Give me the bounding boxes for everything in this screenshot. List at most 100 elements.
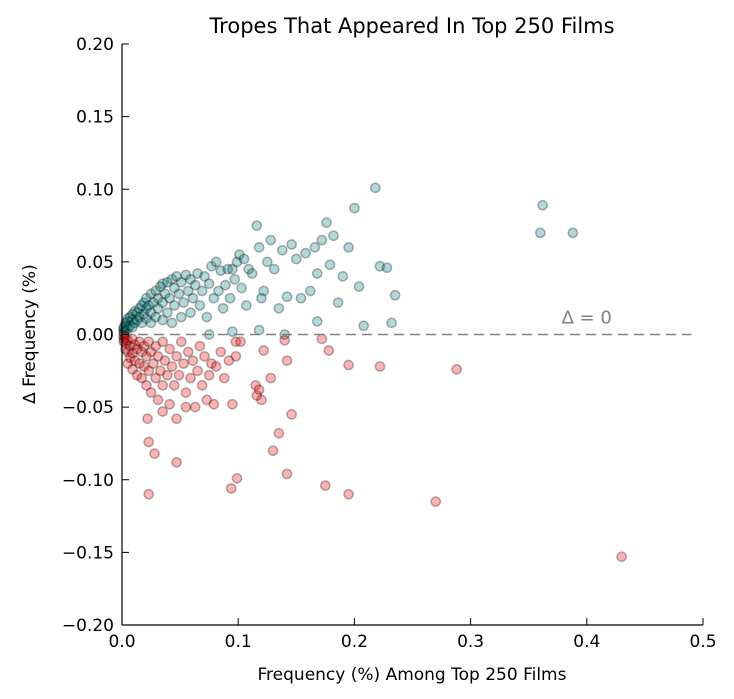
data-point-positive <box>316 234 328 246</box>
data-point-positive <box>124 320 136 332</box>
data-point-negative <box>203 369 215 381</box>
data-point-negative <box>159 355 171 366</box>
data-point-positive <box>238 253 250 265</box>
data-point-negative <box>180 387 192 398</box>
data-point-negative <box>145 387 157 398</box>
data-point-positive <box>304 285 316 297</box>
data-point-positive <box>277 244 288 256</box>
data-point-positive <box>256 292 267 304</box>
x-axis-label: Frequency (%) Among Top 250 Films <box>258 665 567 685</box>
data-point-negative <box>129 339 141 351</box>
y-tick-label: −0.05 <box>62 398 114 418</box>
data-point-positive <box>374 260 386 272</box>
data-point-positive <box>124 311 136 323</box>
data-point-positive <box>358 320 370 332</box>
data-point-positive <box>203 278 215 290</box>
x-tick-label: 0.1 <box>225 632 252 652</box>
data-point-positive <box>208 292 220 304</box>
data-point-negative <box>230 350 242 362</box>
data-point-positive <box>386 317 397 329</box>
data-point-positive <box>215 265 227 276</box>
data-point-positive <box>192 268 203 279</box>
data-point-negative <box>120 337 131 349</box>
data-point-positive <box>343 242 354 253</box>
data-point-positive <box>185 273 196 285</box>
data-point-negative <box>171 413 182 425</box>
data-point-negative <box>122 358 134 369</box>
data-point-positive <box>152 303 164 314</box>
data-point-negative <box>196 379 208 391</box>
data-point-negative <box>141 379 152 391</box>
data-point-positive <box>134 311 145 323</box>
data-point-positive <box>286 239 298 250</box>
data-point-positive <box>268 263 280 275</box>
data-point-positive <box>210 256 222 268</box>
data-point-positive <box>381 262 393 274</box>
x-tick-label: 0.3 <box>457 632 484 652</box>
data-point-positive <box>290 253 302 265</box>
x-tick-label: 0.2 <box>341 632 368 652</box>
data-point-negative <box>267 445 279 457</box>
data-point-negative <box>157 406 169 417</box>
data-point-positive <box>168 300 180 311</box>
data-point-negative <box>316 333 328 345</box>
data-point-positive <box>253 324 265 336</box>
x-tick-label: 0.0 <box>108 632 135 652</box>
data-point-positive <box>201 311 213 323</box>
data-point-positive <box>389 289 401 301</box>
data-point-negative <box>164 398 175 410</box>
data-point-negative <box>149 448 160 459</box>
data-point-positive <box>189 279 201 291</box>
data-point-negative <box>161 369 173 381</box>
data-point-negative <box>138 361 150 372</box>
data-point-negative <box>206 358 217 369</box>
data-point-positive <box>168 282 180 294</box>
y-tick-label: 0.10 <box>76 180 114 200</box>
data-point-positive <box>261 256 273 268</box>
data-point-positive <box>217 303 229 314</box>
data-point-positive <box>131 314 143 326</box>
data-point-negative <box>120 343 131 355</box>
data-point-negative <box>225 483 237 494</box>
data-point-positive <box>127 308 138 320</box>
data-point-positive <box>145 307 157 319</box>
data-point-negative <box>199 350 210 362</box>
data-point-negative <box>194 340 206 352</box>
data-point-positive <box>300 247 311 259</box>
data-point-positive <box>194 300 206 311</box>
data-point-positive <box>311 316 323 327</box>
data-point-positive <box>127 314 138 326</box>
data-point-negative <box>223 355 235 366</box>
x-tick-label: 0.5 <box>689 632 716 652</box>
data-point-positive <box>246 268 258 279</box>
data-point-positive <box>187 292 199 304</box>
data-point-positive <box>138 297 150 308</box>
data-point-negative <box>145 346 157 358</box>
data-point-positive <box>131 307 143 319</box>
data-point-negative <box>127 348 138 359</box>
data-point-positive <box>243 263 255 275</box>
data-point-positive <box>328 230 339 242</box>
data-point-positive <box>251 220 263 231</box>
data-point-negative <box>122 346 134 358</box>
data-point-positive <box>324 259 336 271</box>
data-point-positive <box>141 313 152 324</box>
data-point-positive <box>122 323 134 335</box>
data-point-positive <box>166 317 178 329</box>
data-point-negative <box>136 346 148 358</box>
data-point-negative <box>258 345 270 356</box>
data-point-negative <box>343 488 354 500</box>
data-point-negative <box>201 394 213 406</box>
data-point-negative <box>148 358 159 369</box>
data-point-positive <box>213 285 224 297</box>
data-point-positive <box>240 300 252 311</box>
data-point-positive <box>157 314 169 326</box>
data-point-negative <box>168 379 180 391</box>
data-point-negative <box>143 365 155 377</box>
data-point-positive <box>231 256 243 268</box>
data-point-negative <box>129 355 141 366</box>
data-point-positive <box>567 227 579 239</box>
data-point-positive <box>236 282 248 294</box>
data-point-positive <box>157 297 169 308</box>
data-point-negative <box>187 355 199 366</box>
